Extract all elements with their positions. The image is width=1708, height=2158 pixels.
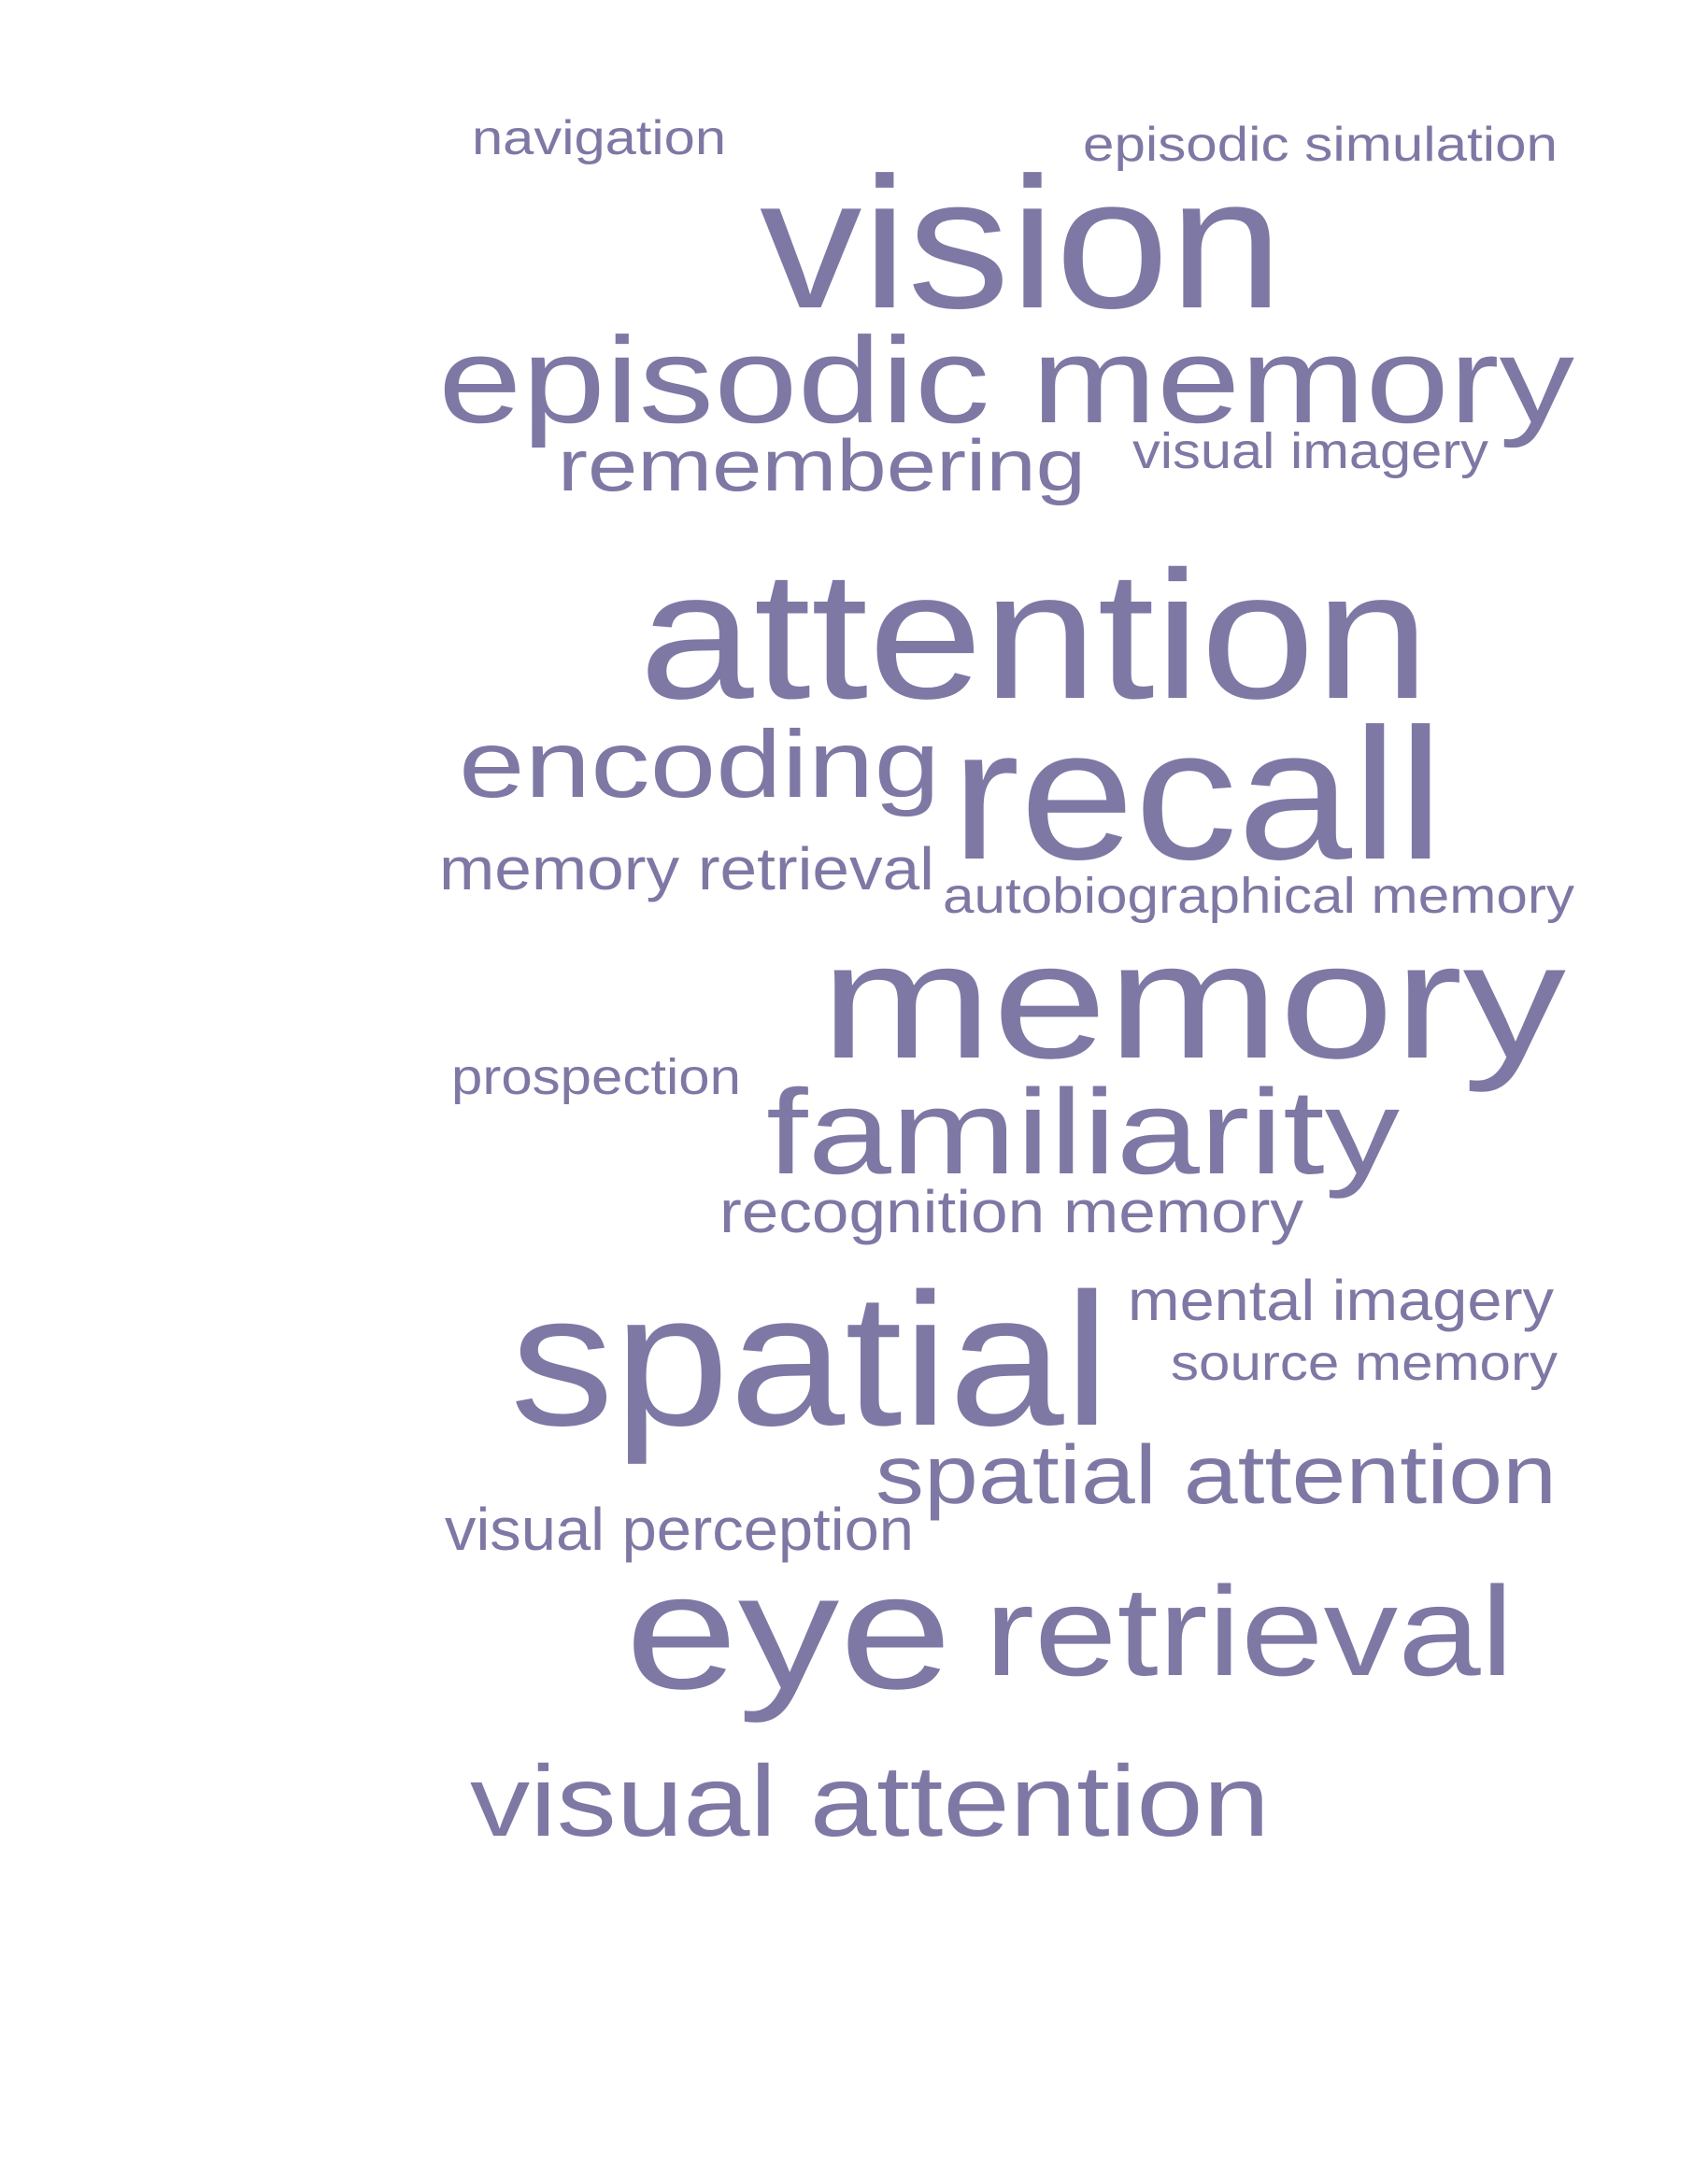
word-recognition-memory: recognition memory [719, 1177, 1304, 1245]
word-autobiographical-memory: autobiographical memory [943, 867, 1574, 924]
word-visual-attention: visual attention [470, 1744, 1270, 1858]
word-retrieval: retrieval [985, 1560, 1514, 1703]
word-familiarity: familiarity [766, 1065, 1400, 1200]
word-recall: recall [951, 690, 1445, 899]
word-remembering: remembering [558, 424, 1087, 507]
word-episodic-simulation: episodic simulation [1083, 118, 1559, 173]
word-memory-retrieval: memory retrieval [439, 834, 934, 902]
word-mental-imagery: mental imagery [1128, 1268, 1554, 1332]
word-attention: attention [639, 533, 1430, 738]
word-spatial: spatial [510, 1254, 1111, 1466]
word-navigation: navigation [472, 111, 726, 166]
word-prospection: prospection [451, 1048, 742, 1105]
word-visual-perception: visual perception [445, 1495, 914, 1563]
word-eye: eye [625, 1538, 953, 1724]
word-vision: vision [760, 139, 1284, 348]
word-spatial-attention: spatial attention [875, 1427, 1557, 1522]
word-episodic-memory: episodic memory [438, 310, 1574, 448]
word-encoding: encoding [459, 711, 941, 818]
word-memory: memory [820, 907, 1567, 1093]
word-source-memory: source memory [1171, 1334, 1558, 1391]
word-visual-imagery: visual imagery [1132, 422, 1488, 479]
